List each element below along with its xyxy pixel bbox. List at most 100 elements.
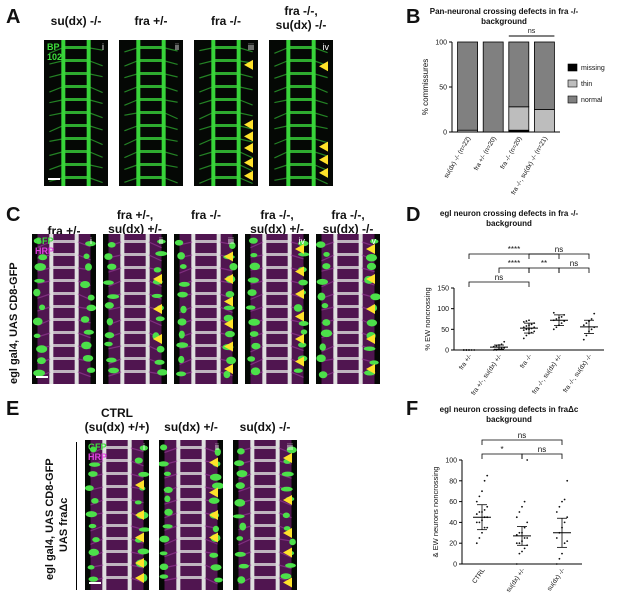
data-point: [518, 552, 521, 555]
arrowhead-marker: [244, 119, 253, 130]
arrowhead-marker: [244, 143, 253, 154]
data-point: [560, 322, 563, 325]
data-point: [515, 516, 518, 519]
arrowhead-marker: [366, 334, 375, 344]
panel-c-micrograph-2: ii: [103, 234, 167, 384]
bar-segment: [508, 106, 530, 131]
data-point: [533, 322, 536, 325]
data-point: [563, 313, 566, 316]
data-point: [563, 521, 566, 524]
chart-title: Pan-neuronal crossing defects in fra -/-: [430, 7, 579, 16]
arrowhead-marker: [135, 532, 144, 543]
data-point: [486, 526, 489, 529]
panel-label-a: A: [6, 6, 21, 28]
bar-segment: [457, 41, 478, 131]
panel-label-c: C: [6, 204, 21, 226]
arrowhead-marker: [209, 487, 218, 498]
data-point: [486, 505, 489, 508]
arrowhead-marker: [319, 167, 328, 178]
chart-f: egl neuron crossing defects in fraΔcback…: [431, 405, 582, 594]
data-point: [475, 513, 478, 515]
panel-a-column-title-3: fra -/-: [211, 14, 241, 28]
y-tick-label: 20: [449, 541, 457, 548]
roman-numeral-label: ii: [159, 236, 163, 246]
data-point: [561, 500, 563, 503]
data-point: [582, 324, 585, 327]
significance-bracket: [558, 267, 590, 273]
data-point: [526, 459, 529, 461]
data-point: [593, 312, 596, 315]
arrowhead-marker: [209, 510, 218, 520]
data-point: [481, 531, 483, 534]
arrowhead-marker: [366, 364, 375, 374]
data-point: [523, 526, 526, 529]
x-tick-label: su(dx) +/-: [505, 567, 527, 594]
significance-bracket: [468, 281, 530, 287]
panel-a-column-title-1: su(dx) -/-: [50, 14, 102, 28]
data-point: [515, 533, 518, 536]
data-point: [530, 323, 533, 326]
legend-label: normal: [581, 97, 603, 104]
data-point: [533, 330, 536, 333]
legend-swatch: [567, 79, 578, 88]
panel-a-micrograph-1: i BP 102: [44, 40, 108, 186]
arrowhead-marker: [244, 59, 253, 70]
y-axis-label: % commissures: [421, 59, 430, 115]
arrowhead-marker: [209, 532, 218, 543]
arrowhead-marker: [135, 480, 144, 490]
data-point: [475, 500, 478, 503]
roman-numeral-label: v: [371, 236, 377, 246]
panel-label-f: F: [406, 398, 419, 420]
bar-segment: [482, 41, 504, 133]
data-point: [521, 550, 523, 553]
panel-c-micrograph-1: i GFP HRP: [32, 234, 96, 384]
stain-label: GFP HRP: [88, 442, 108, 462]
data-point: [518, 511, 521, 513]
data-point: [522, 329, 525, 332]
data-point: [515, 563, 518, 565]
legend-swatch: [567, 63, 578, 72]
data-point: [566, 516, 569, 519]
arrowhead-marker: [295, 266, 304, 277]
arrowhead-marker: [244, 131, 253, 142]
data-point: [522, 320, 525, 323]
panel-e-genotype-label: egl gal4, UAS CD8-GFP: [44, 458, 56, 580]
panel-e-micrograph-1: i GFP HRP: [85, 440, 149, 590]
panel-a-micrograph-2: ii: [119, 40, 183, 186]
data-point: [486, 474, 489, 477]
y-tick-label: 0: [443, 130, 447, 137]
data-point: [555, 318, 558, 320]
y-tick-label: 50: [439, 85, 447, 92]
chart-title: egl neuron crossing defects in fra -/-: [440, 209, 579, 218]
data-point: [525, 328, 528, 331]
legend-label: missing: [581, 65, 605, 72]
arrowhead-marker: [366, 304, 375, 314]
data-point: [478, 511, 481, 513]
data-point: [561, 552, 563, 555]
significance-label: ns: [518, 431, 526, 440]
x-tick-label: CTRL: [471, 567, 487, 585]
data-point: [523, 547, 526, 550]
chart-title: egl neuron crossing defects in fraΔc: [440, 405, 579, 414]
panel-c-column-title-4: fra -/-, su(dx) +/-: [250, 208, 304, 236]
data-point: [475, 521, 478, 524]
x-tick-label: fra +/-, su(dx) +/-: [470, 353, 503, 396]
arrowhead-marker: [224, 274, 233, 284]
data-point: [483, 479, 486, 482]
panel-a-column-title-4: fra -/-, su(dx) -/-: [275, 4, 327, 32]
panel-c-column-title-5: fra -/-, su(dx) -/-: [322, 208, 374, 236]
roman-numeral-label: iv: [322, 42, 330, 52]
roman-numeral-label: iii: [228, 236, 234, 246]
data-point: [523, 537, 526, 539]
x-tick-label: fra -/-, su(dx) -/-: [562, 353, 594, 394]
y-axis-label: % EW noncrossing: [423, 287, 432, 350]
data-point: [518, 531, 521, 534]
panel-e-column-title-1: CTRL (su(dx) +/+): [84, 406, 150, 434]
arrowhead-marker: [295, 244, 304, 254]
roman-numeral-label: ii: [215, 442, 219, 452]
bar-segment: [508, 41, 530, 108]
data-point: [552, 328, 555, 331]
panel-e-micrograph-3: iii: [233, 440, 297, 590]
significance-bracket: [528, 267, 560, 273]
data-point: [555, 563, 558, 565]
